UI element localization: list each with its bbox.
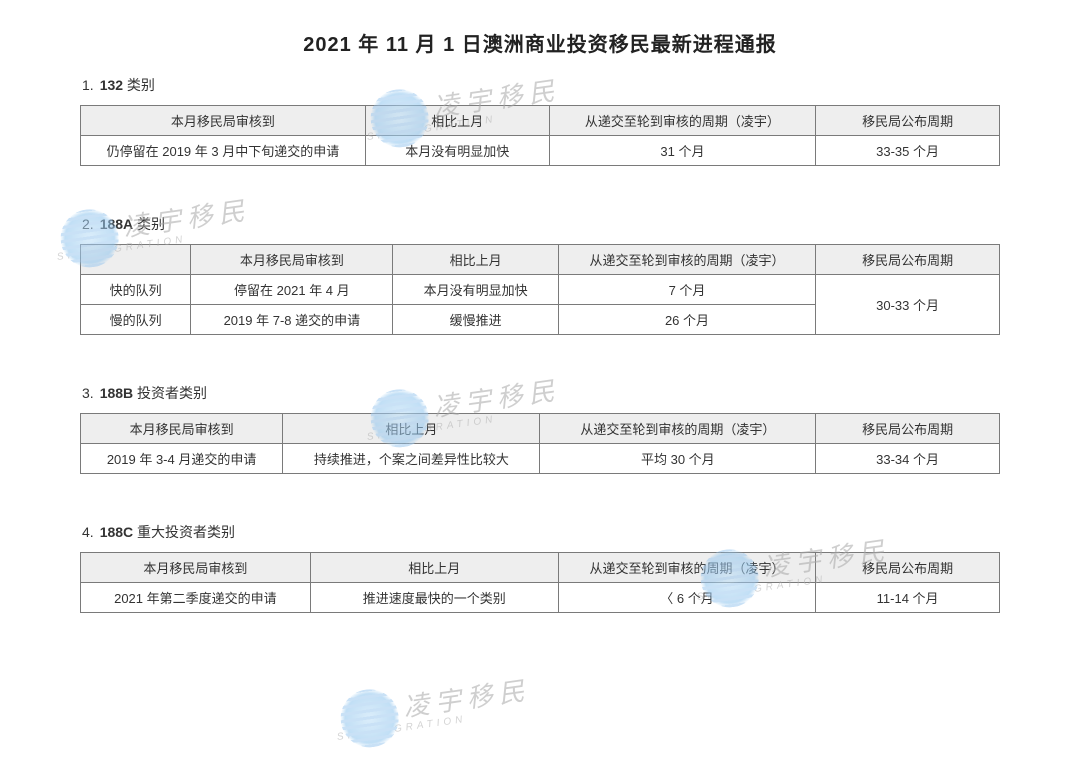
- table-cell: 26 个月: [558, 305, 815, 335]
- page-title: 2021 年 11 月 1 日澳洲商业投资移民最新进程通报: [80, 28, 1000, 57]
- table-cell: 推进速度最快的一个类别: [310, 583, 558, 613]
- sections-container: 1.132 类别本月移民局审核到相比上月从递交至轮到审核的周期（凌宇）移民局公布…: [80, 75, 1000, 643]
- table-header-cell: 移民局公布周期: [816, 553, 1000, 583]
- section-code: 188C: [100, 524, 133, 540]
- table-cell: 缓慢推进: [393, 305, 558, 335]
- section-suffix: 类别: [123, 77, 155, 93]
- table-header-cell: 移民局公布周期: [816, 106, 1000, 136]
- data-table: 本月移民局审核到相比上月从递交至轮到审核的周期（凌宇）移民局公布周期2021 年…: [80, 552, 1000, 613]
- table-cell: 持续推进，个案之间差异性比较大: [283, 444, 540, 474]
- section-number: 2.: [82, 216, 94, 232]
- data-table: 本月移民局审核到相比上月从递交至轮到审核的周期（凌宇）移民局公布周期快的队列停留…: [80, 244, 1000, 335]
- table-cell: 7 个月: [558, 275, 815, 305]
- section-number: 1.: [82, 77, 94, 93]
- table-header-cell: 本月移民局审核到: [191, 245, 393, 275]
- data-table: 本月移民局审核到相比上月从递交至轮到审核的周期（凌宇）移民局公布周期2019 年…: [80, 413, 1000, 474]
- section-heading: 2. 188A 类别: [82, 214, 1000, 234]
- watermark-en: SKY MIGRATION: [336, 713, 467, 742]
- section-number: 3.: [82, 385, 94, 401]
- watermark-globe-icon: [337, 686, 403, 752]
- table-cell: 平均 30 个月: [540, 444, 816, 474]
- table-cell: 31 个月: [549, 136, 816, 166]
- section-code: 188A: [100, 216, 133, 232]
- section-number: 4.: [82, 524, 94, 540]
- table-header-cell: 相比上月: [393, 245, 558, 275]
- table-header-cell: 从递交至轮到审核的周期（凌宇）: [558, 553, 815, 583]
- table-header-cell: 本月移民局审核到: [81, 414, 283, 444]
- watermark: 凌宇移民SKY MIGRATION: [337, 667, 535, 751]
- watermark-text: 凌宇移民SKY MIGRATION: [402, 676, 534, 732]
- table-header-cell: [81, 245, 191, 275]
- section-suffix: 类别: [133, 216, 165, 232]
- table-row: 2021 年第二季度递交的申请推进速度最快的一个类别〈 6 个月11-14 个月: [81, 583, 1000, 613]
- table-cell: 2019 年 3-4 月递交的申请: [81, 444, 283, 474]
- section-code: 188B: [100, 385, 133, 401]
- section-heading: 1. 132 类别: [82, 75, 1000, 95]
- section-heading: 4. 188C 重大投资者类别: [82, 522, 1000, 542]
- data-table: 本月移民局审核到相比上月从递交至轮到审核的周期（凌宇）移民局公布周期仍停留在 2…: [80, 105, 1000, 166]
- table-row: 2019 年 3-4 月递交的申请持续推进，个案之间差异性比较大平均 30 个月…: [81, 444, 1000, 474]
- table-header-cell: 相比上月: [365, 106, 549, 136]
- table-cell: 仍停留在 2019 年 3 月中下旬递交的申请: [81, 136, 366, 166]
- table-cell: 11-14 个月: [816, 583, 1000, 613]
- table-cell: 30-33 个月: [816, 275, 1000, 335]
- table-header-cell: 从递交至轮到审核的周期（凌宇）: [549, 106, 816, 136]
- table-cell: 33-35 个月: [816, 136, 1000, 166]
- table-cell: 2019 年 7-8 递交的申请: [191, 305, 393, 335]
- section-code: 132: [100, 77, 123, 93]
- table-cell: 33-34 个月: [816, 444, 1000, 474]
- table-header-cell: 移民局公布周期: [816, 245, 1000, 275]
- watermark-cn: 凌宇移民: [402, 676, 532, 720]
- table-cell: 慢的队列: [81, 305, 191, 335]
- section-suffix: 投资者类别: [133, 385, 207, 401]
- table-row: 快的队列停留在 2021 年 4 月本月没有明显加快7 个月30-33 个月: [81, 275, 1000, 305]
- table-cell: 〈 6 个月: [558, 583, 815, 613]
- table-header-cell: 相比上月: [310, 553, 558, 583]
- table-header-cell: 从递交至轮到审核的周期（凌宇）: [540, 414, 816, 444]
- table-cell: 2021 年第二季度递交的申请: [81, 583, 311, 613]
- table-row: 仍停留在 2019 年 3 月中下旬递交的申请本月没有明显加快31 个月33-3…: [81, 136, 1000, 166]
- table-cell: 本月没有明显加快: [365, 136, 549, 166]
- table-header-cell: 本月移民局审核到: [81, 553, 311, 583]
- table-header-cell: 移民局公布周期: [816, 414, 1000, 444]
- table-header-cell: 相比上月: [283, 414, 540, 444]
- table-header-cell: 从递交至轮到审核的周期（凌宇）: [558, 245, 815, 275]
- page: 2021 年 11 月 1 日澳洲商业投资移民最新进程通报 1.132 类别本月…: [0, 0, 1080, 643]
- table-cell: 快的队列: [81, 275, 191, 305]
- section-heading: 3. 188B 投资者类别: [82, 383, 1000, 403]
- table-cell: 本月没有明显加快: [393, 275, 558, 305]
- table-header-cell: 本月移民局审核到: [81, 106, 366, 136]
- section-suffix: 重大投资者类别: [133, 524, 235, 540]
- table-cell: 停留在 2021 年 4 月: [191, 275, 393, 305]
